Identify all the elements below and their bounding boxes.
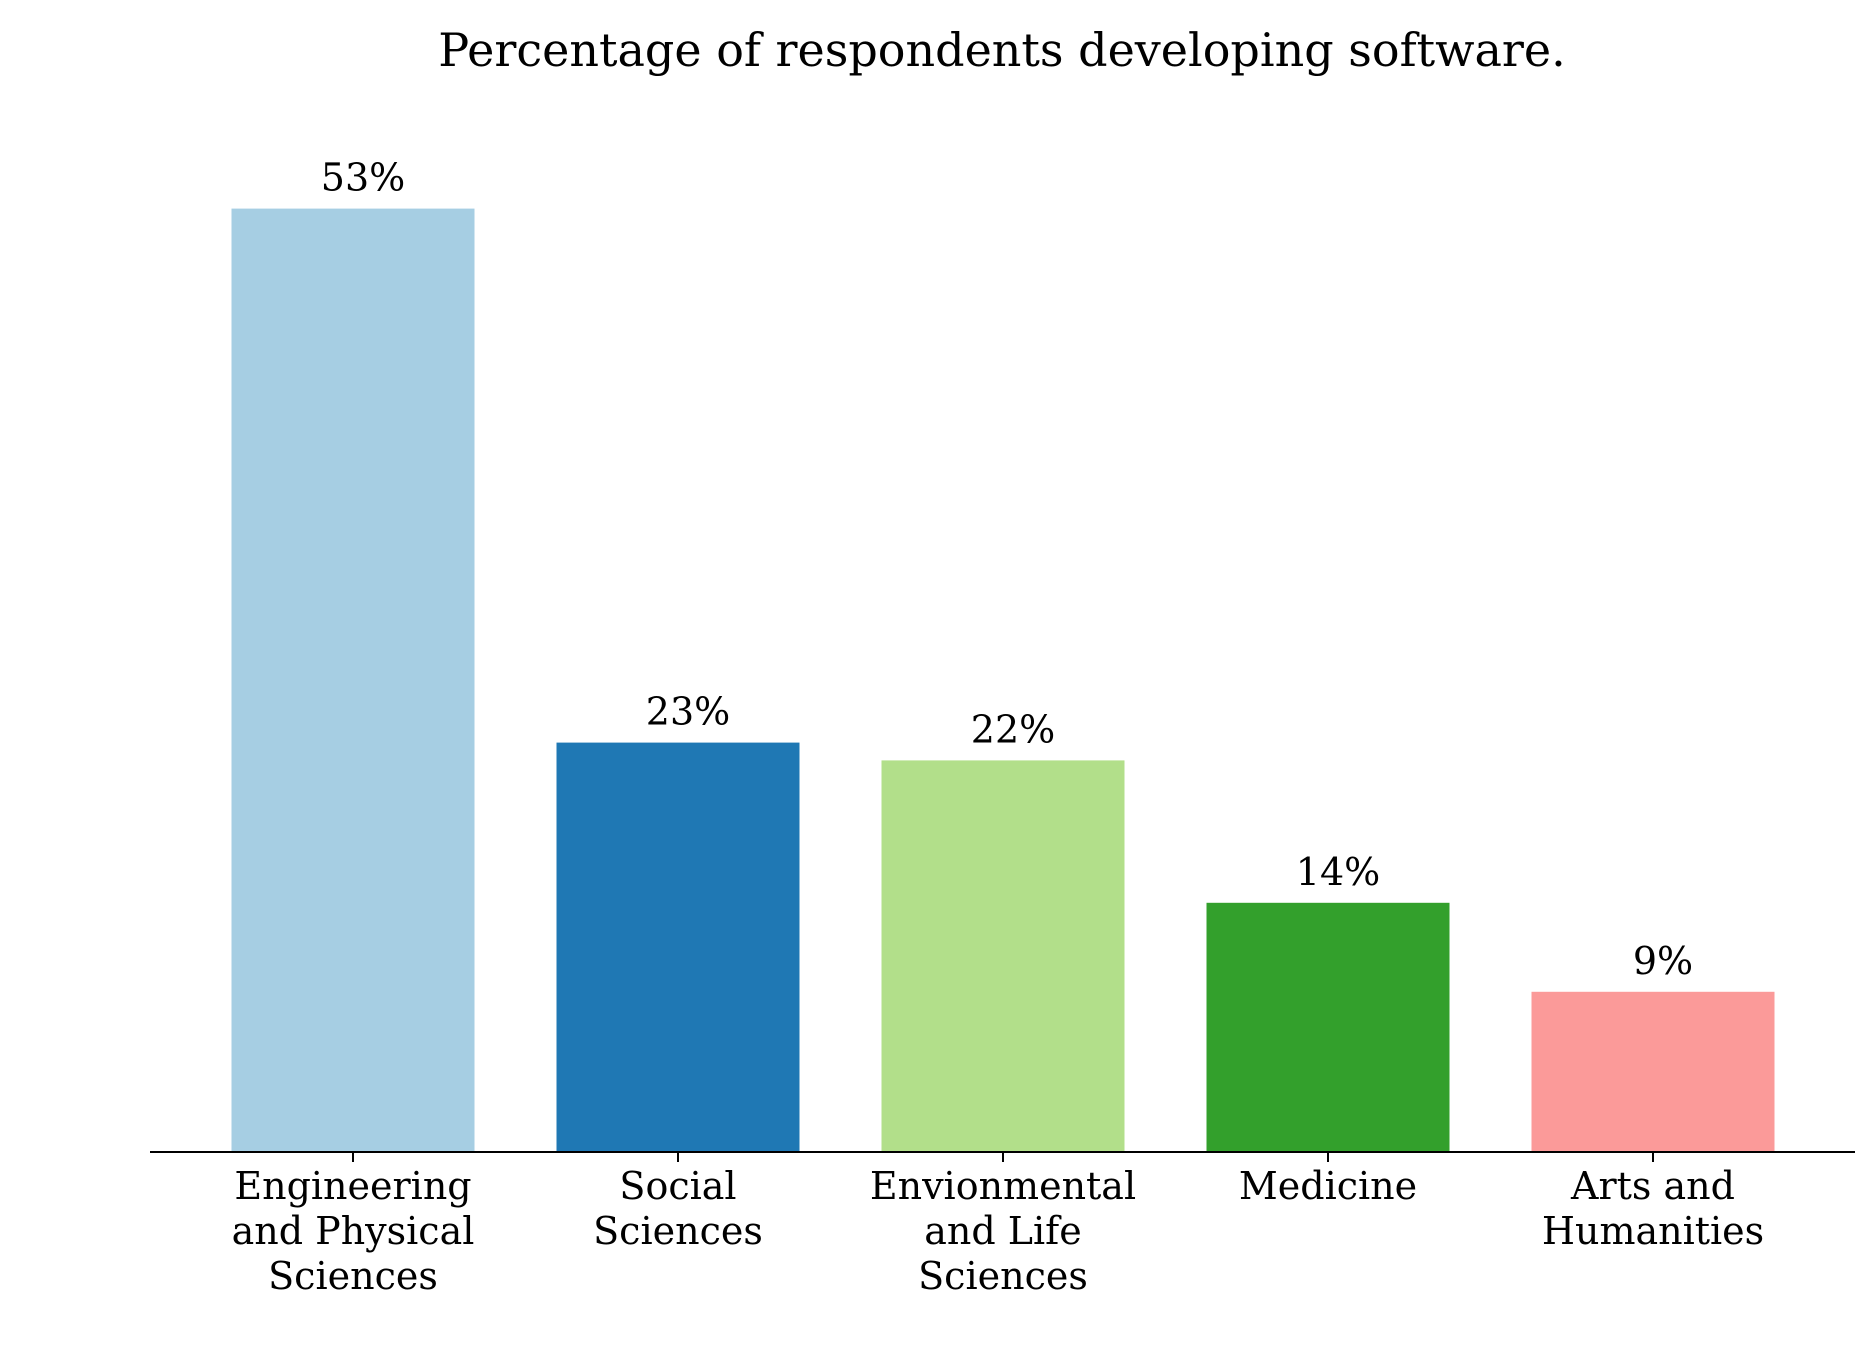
- x-tick-label-line: Engineering: [234, 1164, 471, 1208]
- bar-4: [1531, 991, 1775, 1152]
- bar-0: [231, 208, 475, 1153]
- x-tick-label-line: Sciences: [593, 1209, 763, 1253]
- x-tick-label-2: Envionmental and Life Sciences: [870, 1164, 1136, 1298]
- value-label-2: 22%: [971, 707, 1055, 751]
- x-tick-label-line: Humanities: [1542, 1209, 1764, 1253]
- chart-title: Percentage of respondents developing sof…: [438, 23, 1565, 77]
- x-tick-label-line: and Life: [924, 1209, 1081, 1253]
- bar-3: [1206, 902, 1450, 1152]
- bars-group: [231, 208, 1775, 1153]
- x-tick-label-line: Medicine: [1239, 1164, 1417, 1208]
- x-tick-label-line: Sciences: [268, 1254, 438, 1298]
- x-tick-label-1: Social Sciences: [593, 1164, 763, 1253]
- x-tick-label-line: Arts and: [1570, 1164, 1735, 1208]
- value-labels-group: 53% 23% 22% 14% 9%: [321, 156, 1693, 983]
- x-tick-label-line: and Physical: [232, 1209, 475, 1253]
- x-tick-label-4: Arts and Humanities: [1542, 1164, 1764, 1253]
- value-label-0: 53%: [321, 156, 405, 200]
- bar-2: [881, 760, 1125, 1152]
- x-tick-label-line: Envionmental: [870, 1164, 1136, 1208]
- value-label-3: 14%: [1296, 850, 1380, 894]
- value-label-4: 9%: [1633, 939, 1693, 983]
- x-tick-label-0: Engineering and Physical Sciences: [232, 1164, 475, 1298]
- x-tick-label-line: Social: [619, 1164, 736, 1208]
- value-label-1: 23%: [646, 690, 730, 734]
- x-tick-label-3: Medicine: [1239, 1164, 1417, 1208]
- bar-1: [556, 742, 800, 1152]
- x-tick-label-line: Sciences: [918, 1254, 1088, 1298]
